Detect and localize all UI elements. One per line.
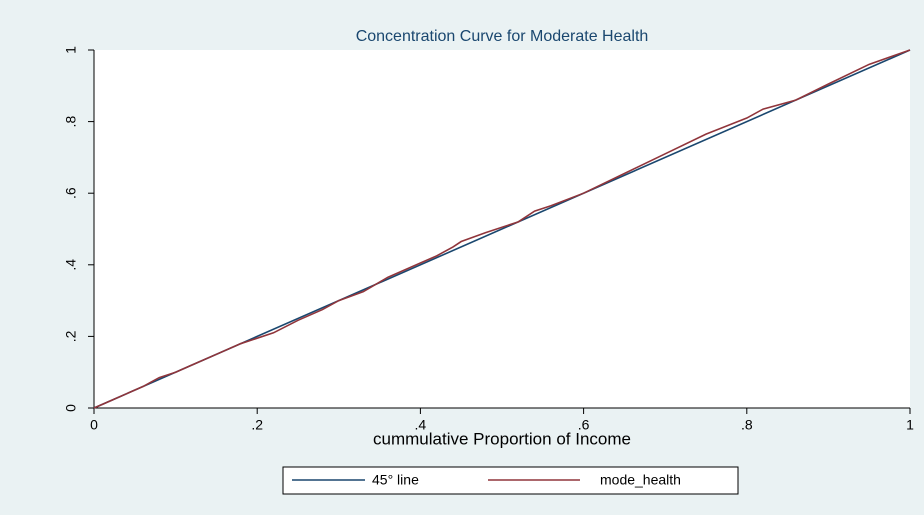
x-axis-label: cummulative Proportion of Income [373,429,631,448]
y-tick-label: .2 [63,330,79,342]
y-tick-label: 1 [63,46,79,54]
x-tick-label: .4 [415,417,427,433]
y-tick-label: .8 [63,116,79,128]
y-tick-label: 0 [63,404,79,412]
x-tick-label: 1 [906,417,914,433]
x-tick-label: .8 [741,417,753,433]
x-tick-label: 0 [90,417,98,433]
x-tick-label: .6 [578,417,590,433]
chart-title: Concentration Curve for Moderate Health [356,28,649,45]
x-tick-label: .2 [251,417,263,433]
line-series [93,49,911,409]
y-tick-label: .6 [63,187,79,199]
legend-label: 45° line [372,472,419,488]
y-tick-label: .4 [63,259,79,271]
legend-label: mode_health [600,472,681,488]
